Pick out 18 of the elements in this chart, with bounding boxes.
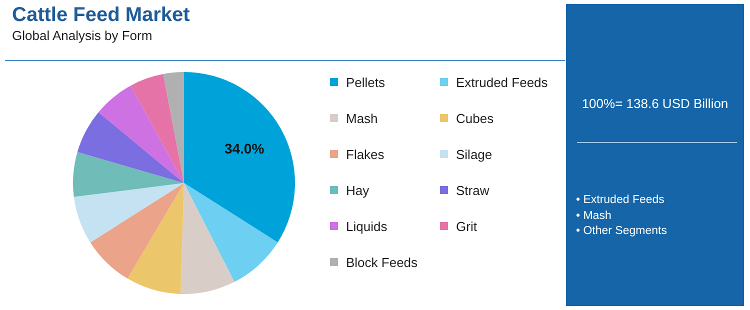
legend-label: Silage bbox=[456, 146, 492, 162]
text: 100%= 138.6 USD Billion bbox=[580, 96, 730, 111]
legend-label: Pellets bbox=[346, 74, 386, 90]
legend-label: Block Feeds bbox=[346, 254, 418, 270]
legend-label: Cubes bbox=[456, 110, 494, 126]
legend-label: Grit bbox=[456, 218, 477, 234]
data-label: 34.0% bbox=[224, 140, 265, 157]
legend-label: Extruded Feeds bbox=[456, 74, 548, 90]
text: • Extruded Feeds bbox=[576, 193, 666, 208]
legend-label: Mash bbox=[346, 110, 378, 126]
chart-title: Cattle Feed Market bbox=[12, 4, 190, 27]
legend-label: Flakes bbox=[346, 146, 384, 162]
text: • Mash bbox=[576, 208, 612, 224]
legend-label: Liquids bbox=[346, 218, 388, 234]
legend-label: Hay bbox=[346, 182, 370, 198]
text: • Other Segments bbox=[576, 224, 667, 239]
chart-subtitle: Global Analysis by Form bbox=[12, 28, 152, 43]
legend-label: Straw bbox=[456, 182, 490, 198]
